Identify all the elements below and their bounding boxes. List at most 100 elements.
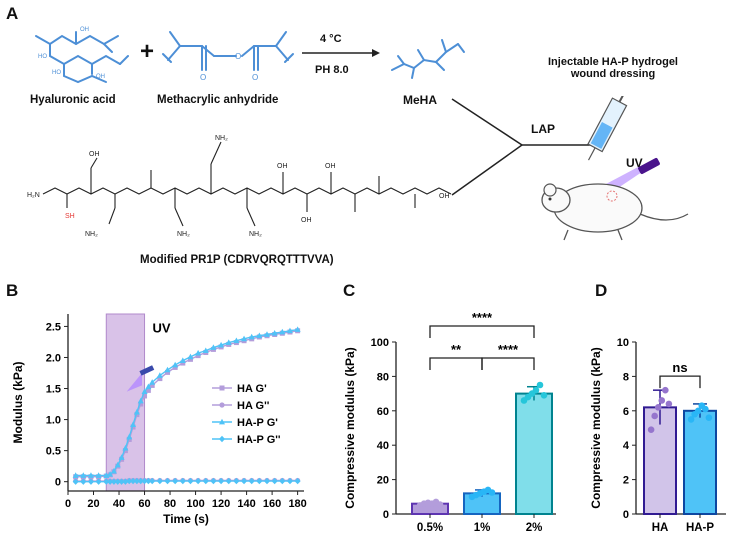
- crosslinker-lap-label: LAP: [531, 122, 555, 136]
- data-point: [286, 477, 293, 485]
- x-axis-title: Time (s): [163, 512, 209, 526]
- data-point: [149, 477, 156, 485]
- data-point: [118, 454, 125, 460]
- chart-b-modulus-vs-time: 0 0.5 1.0 1.5 2.0 2.5 0 20 40 60 80 100 120 140 160 180…: [11, 313, 307, 526]
- chart-d-compressive-modulus: 0 2 4 6 8 10 Compressive modulus (kPa) HA HA-P ns: [590, 337, 726, 534]
- data-point: [122, 448, 128, 454]
- x-tick-label: 160: [263, 498, 281, 510]
- data-point: [80, 478, 87, 485]
- y-tick-label: 10: [617, 337, 629, 349]
- x-tick-label: 100: [186, 498, 204, 510]
- replicate-point: [647, 426, 655, 434]
- data-point: [294, 326, 301, 332]
- uv-annotation: UV: [153, 321, 171, 336]
- plus-symbol: +: [140, 38, 155, 65]
- data-point: [87, 472, 94, 478]
- data-point: [225, 339, 232, 345]
- data-point: [145, 383, 152, 390]
- svg-text:HO: HO: [52, 70, 61, 76]
- panel-c-letter: C: [343, 281, 356, 300]
- panel-d-letter: D: [595, 281, 608, 300]
- data-point: [137, 397, 144, 404]
- svg-text:OH: OH: [89, 151, 100, 158]
- y-tick-label: 1.5: [46, 384, 61, 396]
- y-tick-label: 0: [623, 509, 629, 521]
- peptide-structure-icon: H₂N SH OH NH₂ NH₂ NH₂ OH OH OH OH NH₂: [27, 135, 452, 238]
- mouse-injection-illustration-icon: [541, 96, 689, 241]
- x-tick-label: 180: [288, 498, 306, 510]
- data-point: [195, 477, 202, 485]
- data-point: [187, 477, 194, 485]
- x-tick-label: 2%: [526, 522, 543, 534]
- data-point: [202, 477, 209, 485]
- data-point: [164, 477, 171, 485]
- y-tick-label: 80: [377, 371, 389, 383]
- data-point: [126, 433, 133, 440]
- legend-label: HA-P G'': [237, 434, 281, 446]
- data-point: [256, 332, 263, 339]
- data-point: [145, 387, 151, 393]
- y-tick-label: 0: [383, 509, 389, 521]
- data-point: [72, 478, 79, 485]
- data-point: [122, 478, 129, 485]
- data-point: [256, 477, 263, 485]
- panel-a-letter: A: [6, 4, 19, 23]
- significance-bracket: [429, 325, 535, 338]
- replicate-point: [488, 489, 496, 496]
- data-point: [164, 366, 171, 373]
- legend-marker: [219, 402, 225, 408]
- x-tick-label: 80: [164, 498, 176, 510]
- data-point: [218, 477, 225, 485]
- y-axis-title: Compressive modulus (kPa): [343, 347, 357, 508]
- data-point: [110, 478, 117, 485]
- replicate-point: [654, 404, 662, 411]
- data-point: [107, 478, 114, 485]
- data-point: [202, 347, 209, 354]
- x-tick-label: 140: [237, 498, 255, 510]
- y-tick-label: 60: [377, 406, 389, 418]
- y-tick-label: 6: [623, 406, 629, 418]
- data-point: [225, 477, 232, 485]
- y-tick-label: 2.5: [46, 321, 61, 333]
- data-point: [233, 337, 240, 344]
- y-tick-label: 0: [55, 477, 61, 489]
- series-ha-p-g-: [72, 326, 301, 478]
- replicate-point: [436, 501, 444, 508]
- x-tick-label: 120: [212, 498, 230, 510]
- data-point: [118, 478, 125, 485]
- svg-text:O: O: [235, 52, 241, 61]
- svg-text:NH₂: NH₂: [215, 135, 228, 142]
- data-point: [126, 436, 132, 442]
- bar: [643, 406, 677, 515]
- replicate-point: [705, 414, 713, 421]
- data-point: [133, 477, 140, 485]
- data-point: [172, 477, 179, 485]
- replicate-point: [536, 381, 544, 389]
- panel-b-letter: B: [6, 281, 19, 300]
- data-point: [271, 330, 278, 336]
- svg-text:NH₂: NH₂: [249, 231, 262, 238]
- data-point: [210, 344, 217, 350]
- data-point: [195, 349, 202, 356]
- y-tick-label: 2.0: [46, 352, 61, 364]
- data-point: [130, 421, 137, 427]
- uv-label-panel-a: UV: [626, 156, 643, 170]
- reaction-temperature: 4 °C: [320, 33, 342, 45]
- data-point: [187, 353, 194, 360]
- data-point: [114, 478, 121, 485]
- data-point: [157, 376, 163, 382]
- product-meha-label: MeHA: [403, 93, 438, 107]
- uv-lamp-beam-icon: [126, 373, 142, 392]
- data-point: [180, 360, 186, 366]
- data-point: [233, 477, 240, 485]
- data-point: [248, 333, 255, 340]
- y-tick-label: 40: [377, 440, 389, 452]
- x-tick-label: 0.5%: [417, 522, 443, 534]
- y-axis-title: Modulus (kPa): [11, 361, 25, 443]
- replicate-point: [658, 397, 666, 404]
- svg-text:OH: OH: [439, 193, 450, 200]
- data-point: [130, 477, 137, 485]
- data-point: [172, 361, 179, 368]
- data-point: [156, 372, 163, 378]
- svg-text:HO: HO: [38, 54, 47, 60]
